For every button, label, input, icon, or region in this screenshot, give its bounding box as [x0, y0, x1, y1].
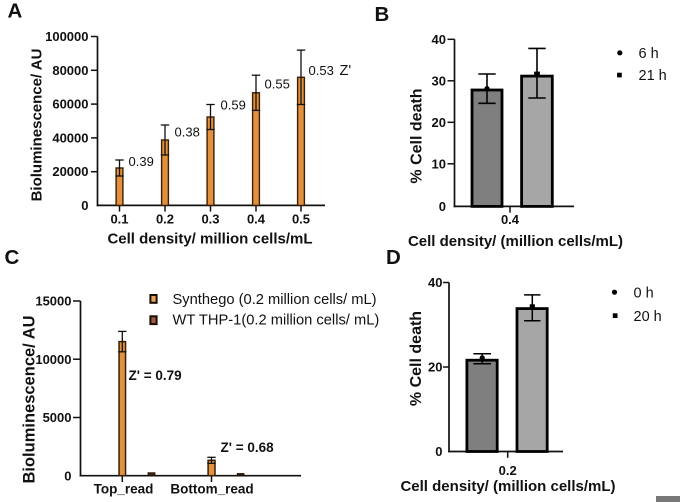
- svg-text:D: D: [386, 246, 401, 269]
- svg-text:0.53: 0.53: [309, 63, 334, 78]
- svg-text:WT THP-1(0.2 million cells/ mL: WT THP-1(0.2 million cells/ mL): [173, 313, 380, 329]
- svg-text:0 h: 0 h: [634, 285, 654, 301]
- svg-text:20: 20: [428, 359, 442, 374]
- svg-text:0.1: 0.1: [110, 212, 128, 227]
- svg-text:0.59: 0.59: [221, 98, 246, 113]
- svg-text:Bottom_read: Bottom_read: [170, 482, 253, 497]
- svg-text:0: 0: [81, 198, 88, 213]
- svg-text:10: 10: [432, 156, 446, 171]
- svg-text:% Cell death: % Cell death: [409, 88, 426, 183]
- svg-text:100000: 100000: [45, 29, 88, 44]
- svg-text:6 h: 6 h: [639, 46, 659, 62]
- svg-text:0: 0: [439, 199, 446, 214]
- svg-text:40: 40: [428, 275, 442, 290]
- svg-text:60000: 60000: [52, 97, 88, 112]
- svg-text:Cell density/ million cells/mL: Cell density/ million cells/mL: [107, 231, 312, 248]
- svg-text:B: B: [375, 3, 390, 26]
- svg-text:Z' = 0.79: Z' = 0.79: [129, 368, 182, 383]
- svg-text:0.4: 0.4: [247, 212, 266, 227]
- svg-text:20: 20: [432, 115, 446, 130]
- svg-text:C: C: [5, 246, 20, 269]
- svg-text:Cell density/ (million cells/m: Cell density/ (million cells/mL): [408, 233, 623, 250]
- svg-text:Bioluminescence/ AU: Bioluminescence/ AU: [29, 49, 46, 202]
- svg-text:0: 0: [435, 444, 442, 459]
- svg-text:20 h: 20 h: [634, 309, 662, 325]
- svg-text:A: A: [8, 0, 23, 22]
- svg-text:Cell density/ (million cells/m: Cell density/ (million cells/mL): [400, 478, 615, 495]
- svg-text:0.38: 0.38: [175, 125, 200, 140]
- svg-text:15000: 15000: [35, 294, 71, 309]
- svg-text:0.3: 0.3: [201, 212, 219, 227]
- svg-text:40000: 40000: [52, 130, 88, 145]
- svg-text:5000: 5000: [43, 410, 72, 425]
- svg-text:0.2: 0.2: [499, 463, 517, 478]
- svg-text:40: 40: [432, 32, 446, 47]
- svg-text:0.55: 0.55: [265, 77, 290, 92]
- svg-text:0.5: 0.5: [292, 212, 310, 227]
- svg-text:80000: 80000: [52, 63, 88, 78]
- svg-text:0.4: 0.4: [501, 212, 520, 227]
- svg-text:Z': Z': [340, 63, 352, 79]
- svg-text:21 h: 21 h: [639, 68, 667, 84]
- svg-text:10000: 10000: [35, 352, 71, 367]
- svg-text:% Cell death: % Cell death: [408, 311, 425, 406]
- svg-text:0.2: 0.2: [156, 212, 174, 227]
- svg-text:0: 0: [64, 468, 71, 483]
- svg-text:Z' = 0.68: Z' = 0.68: [221, 440, 275, 455]
- svg-text:Synthego (0.2 million cells/ m: Synthego (0.2 million cells/ mL): [173, 292, 377, 308]
- svg-text:30: 30: [432, 73, 446, 88]
- svg-text:0.39: 0.39: [129, 154, 154, 169]
- svg-text:20000: 20000: [52, 164, 88, 179]
- svg-text:Top_read: Top_read: [94, 482, 154, 497]
- svg-text:Bioluminescence/ AU: Bioluminescence/ AU: [21, 315, 39, 483]
